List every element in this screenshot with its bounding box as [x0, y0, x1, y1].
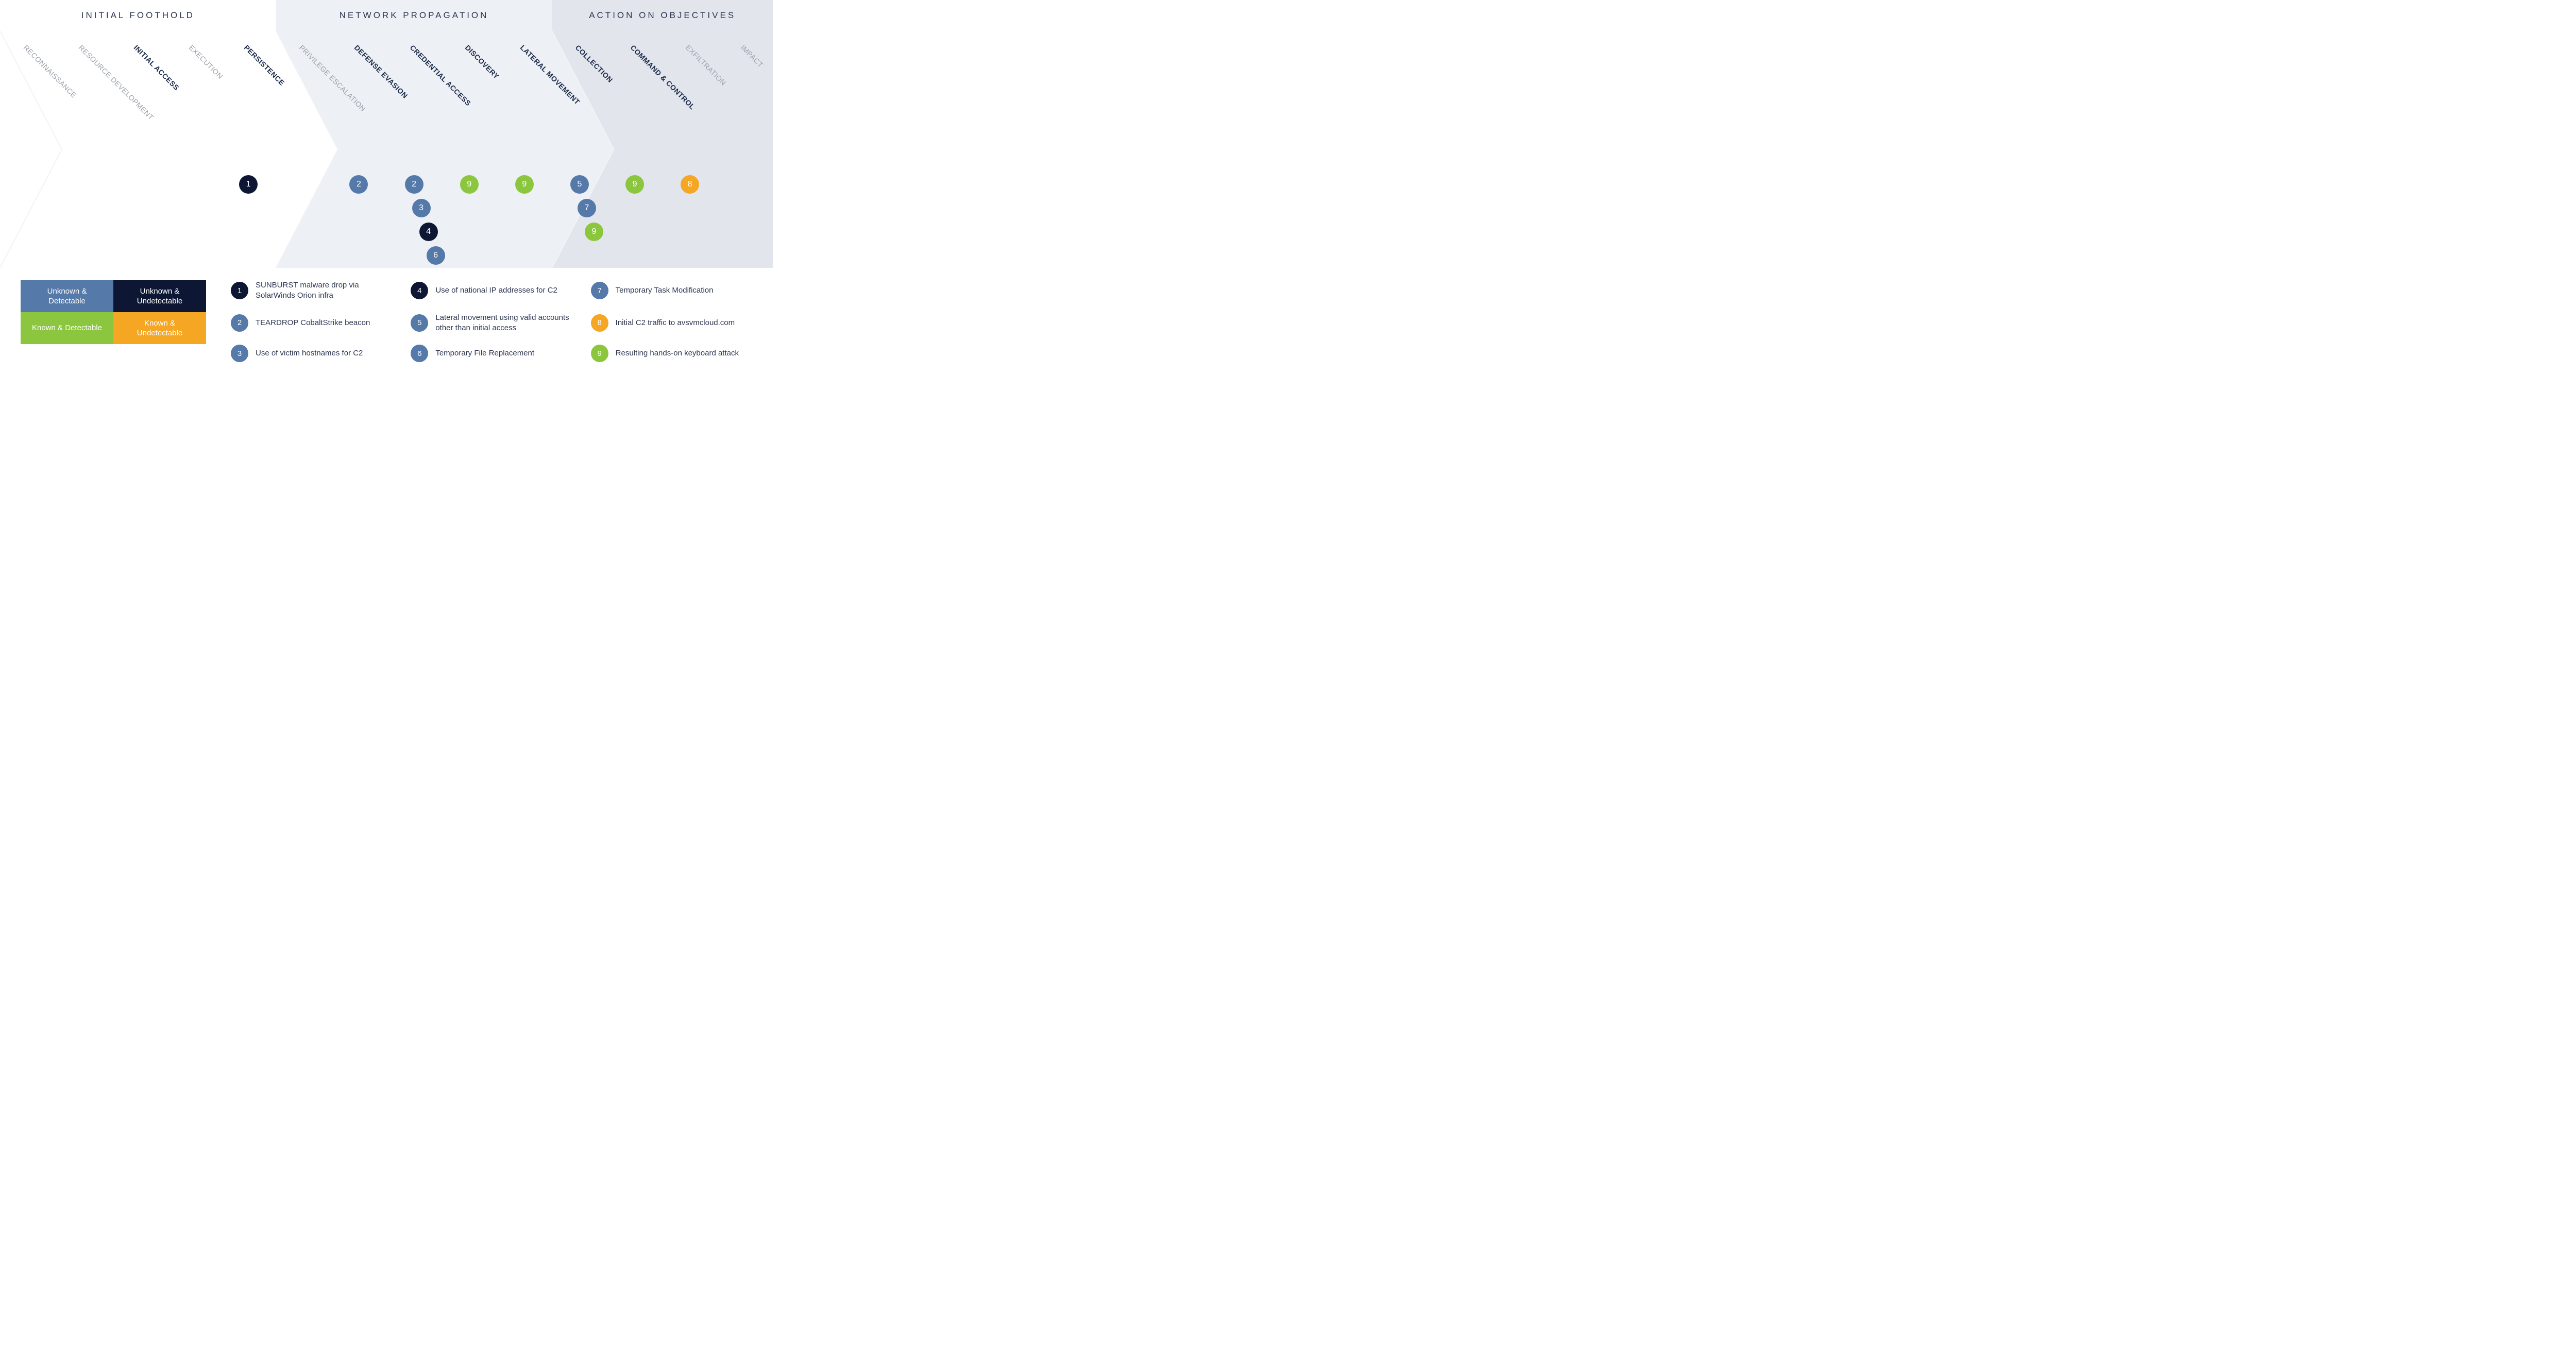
key-dot: 5 — [411, 314, 428, 332]
tactic-column: COLLECTION579 — [552, 31, 607, 268]
quadrant-cell: Unknown & Undetectable — [113, 280, 206, 312]
key-text: Temporary File Replacement — [435, 348, 534, 359]
technique-dot: 5 — [570, 175, 589, 194]
technique-dot: 2 — [405, 175, 423, 194]
tactic-columns: RECONNAISSANCERESOURCE DEVELOPMENTINITIA… — [0, 31, 773, 268]
key-dot: 6 — [411, 345, 428, 362]
tactic-column: PRIVILEGE ESCALATION — [276, 31, 331, 268]
tactic-dots: 1 — [239, 175, 258, 194]
technique-dot: 7 — [578, 199, 596, 217]
key-item: 2 TEARDROP CobaltStrike beacon — [231, 313, 392, 334]
tactic-dots: 2 — [349, 175, 368, 194]
key-text: Temporary Task Modification — [616, 285, 714, 296]
technique-dot: 9 — [515, 175, 534, 194]
technique-dot: 4 — [419, 223, 438, 241]
tactic-column: DISCOVERY 9 — [442, 31, 497, 268]
tactic-dots: 2346 — [383, 175, 445, 265]
phase-header: INITIAL FOOTHOLD — [0, 0, 276, 31]
key-item: 5 Lateral movement using valid accounts o… — [411, 313, 572, 334]
key-dot: 9 — [591, 345, 608, 362]
quadrant-cell: Known & Undetectable — [113, 312, 206, 344]
quadrant-cell: Known & Detectable — [21, 312, 113, 344]
key-item: 1 SUNBURST malware drop via SolarWinds Or… — [231, 280, 392, 301]
detectability-quadrant: Unknown & DetectableUnknown & Undetectab… — [21, 280, 206, 344]
key-text: Use of national IP addresses for C2 — [435, 285, 557, 296]
key-text: TEARDROP CobaltStrike beacon — [256, 318, 370, 328]
tactic-column: LATERAL MOVEMENT9 — [497, 31, 552, 268]
key-item: 7 Temporary Task Modification — [591, 280, 752, 301]
key-dot: 2 — [231, 314, 248, 332]
tactic-label: EXECUTION — [188, 43, 225, 80]
key-dot: 3 — [231, 345, 248, 362]
key-item: 4 Use of national IP addresses for C2 — [411, 280, 572, 301]
phase-label: INITIAL FOOTHOLD — [81, 10, 195, 21]
tactic-column: RESOURCE DEVELOPMENT — [55, 31, 110, 268]
technique-dot: 2 — [349, 175, 368, 194]
tactic-label: DISCOVERY — [463, 43, 500, 80]
tactic-band: RECONNAISSANCERESOURCE DEVELOPMENTINITIA… — [0, 31, 773, 268]
key-text: Lateral movement using valid accounts ot… — [435, 313, 572, 334]
tactic-dots: 5 7 9 — [556, 175, 603, 241]
tactic-column: DEFENSE EVASION2 — [331, 31, 386, 268]
key-dot: 4 — [411, 282, 428, 299]
technique-dot: 9 — [625, 175, 644, 194]
technique-dot: 3 — [412, 199, 431, 217]
phase-header: NETWORK PROPAGATION — [276, 0, 552, 31]
phase-label: NETWORK PROPAGATION — [340, 10, 489, 21]
diagram-root: INITIAL FOOTHOLD NETWORK PROPAGATION ACTIO… — [0, 0, 773, 379]
tactic-column: COMMAND & CONTROL9 — [607, 31, 663, 268]
phase-header: ACTION ON OBJECTIVES — [552, 0, 773, 31]
numbered-key: 1 SUNBURST malware drop via SolarWinds Or… — [231, 280, 752, 362]
phase-label: ACTION ON OBJECTIVES — [589, 10, 736, 21]
technique-dot: 9 — [460, 175, 479, 194]
technique-dot: 8 — [681, 175, 699, 194]
tactic-column: INITIAL ACCESS — [110, 31, 165, 268]
tactic-column: RECONNAISSANCE — [0, 31, 55, 268]
key-item: 9 Resulting hands-on keyboard attack — [591, 345, 752, 362]
key-text: Initial C2 traffic to avsvmcloud.com — [616, 318, 735, 328]
tactic-column: PERSISTENCE1 — [221, 31, 276, 268]
legend-section: Unknown & DetectableUnknown & Undetectab… — [0, 268, 773, 379]
quadrant-cell: Unknown & Detectable — [21, 280, 113, 312]
tactic-dots: 9 — [625, 175, 644, 194]
key-text: SUNBURST malware drop via SolarWinds Ori… — [256, 280, 392, 301]
key-dot: 8 — [591, 314, 608, 332]
key-text: Resulting hands-on keyboard attack — [616, 348, 739, 359]
key-dot: 7 — [591, 282, 608, 299]
technique-dot: 1 — [239, 175, 258, 194]
tactic-label: IMPACT — [739, 43, 765, 69]
tactic-column: IMPACT — [718, 31, 773, 268]
tactic-dots: 9 — [515, 175, 534, 194]
technique-dot: 9 — [585, 223, 603, 241]
key-text: Use of victim hostnames for C2 — [256, 348, 363, 359]
tactic-column: EXECUTION — [165, 31, 221, 268]
phase-header-row: INITIAL FOOTHOLD NETWORK PROPAGATION ACTIO… — [0, 0, 773, 31]
key-item: 6 Temporary File Replacement — [411, 345, 572, 362]
tactic-column: EXFILTRATION8 — [663, 31, 718, 268]
key-item: 8 Initial C2 traffic to avsvmcloud.com — [591, 313, 752, 334]
key-item: 3 Use of victim hostnames for C2 — [231, 345, 392, 362]
tactic-column: CREDENTIAL ACCESS2346 — [386, 31, 442, 268]
tactic-dots: 9 — [460, 175, 479, 194]
tactic-dots: 8 — [681, 175, 699, 194]
key-dot: 1 — [231, 282, 248, 299]
